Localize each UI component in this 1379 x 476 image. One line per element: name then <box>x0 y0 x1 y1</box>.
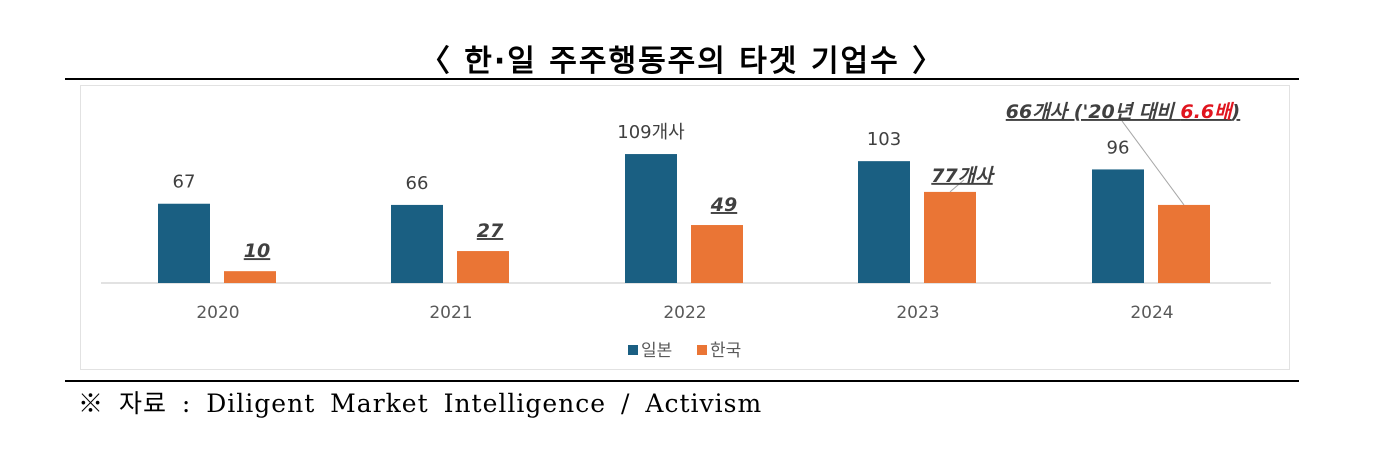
leader-line <box>949 179 965 193</box>
data-label: 27 <box>477 220 504 242</box>
bar-korea-2020 <box>224 271 276 283</box>
bar-chart: 2020 2021 2022 2023 2024 67 66 109개사 103 96 10 27 49… <box>101 101 1271 361</box>
bar-japan-2022 <box>625 154 677 283</box>
bar-korea-2022 <box>691 225 743 283</box>
data-label: 77개사 <box>931 165 995 187</box>
source-note: ※ 자료 : Diligent Market Intelligence / Ac… <box>78 389 763 418</box>
data-label: 67 <box>173 172 196 193</box>
page-title: 〈 한·일 주주행동주의 타겟 기업수 〉 <box>419 44 945 79</box>
bar-japan-2021 <box>391 204 443 283</box>
data-label: 103 <box>867 129 901 150</box>
bar-japan-2024 <box>1092 169 1144 283</box>
legend-label: 일본 <box>641 341 672 361</box>
bar-korea-2023 <box>924 191 976 283</box>
data-label: 49 <box>710 194 737 216</box>
legend-label: 한국 <box>710 341 741 361</box>
top-rule <box>65 78 1299 80</box>
bottom-rule <box>65 380 1299 382</box>
legend-swatch <box>628 345 638 355</box>
data-label: 66 <box>406 173 429 194</box>
x-tick-label: 2024 <box>1130 303 1173 323</box>
bar-japan-2020 <box>158 203 210 283</box>
bar-korea-2021 <box>457 251 509 283</box>
x-tick-label: 2020 <box>196 303 239 323</box>
annotation-label: 66개사 ('20년 대비 6.6배) <box>1006 101 1240 123</box>
x-tick-label: 2022 <box>663 303 706 323</box>
legend-swatch <box>697 345 707 355</box>
x-tick-label: 2021 <box>429 303 472 323</box>
data-label: 10 <box>244 240 270 262</box>
data-label: 109개사 <box>617 122 685 143</box>
data-label: 96 <box>1107 137 1130 158</box>
bar-korea-2024 <box>1158 204 1210 283</box>
annotation-highlight: 6.6배 <box>1180 101 1234 123</box>
leader-line <box>1121 120 1185 206</box>
bar-japan-2023 <box>858 161 910 283</box>
x-tick-label: 2023 <box>896 303 939 323</box>
chart-area: 2020 2021 2022 2023 2024 67 66 109개사 103 96 10 27 49… <box>80 85 1290 370</box>
